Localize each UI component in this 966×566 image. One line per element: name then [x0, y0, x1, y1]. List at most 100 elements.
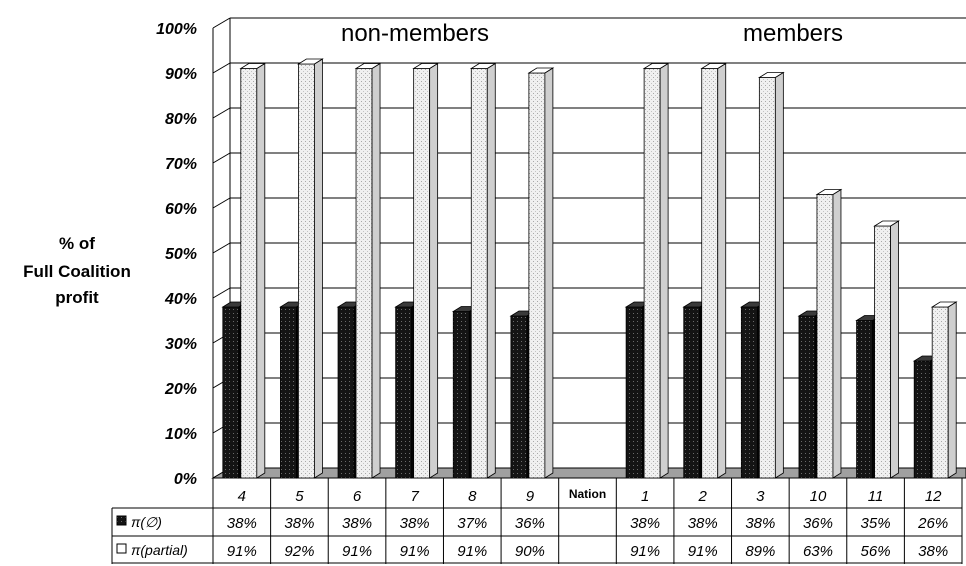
gridline-side [212, 197, 231, 209]
y-tick-label: 80% [165, 111, 197, 128]
data-label: 90% [515, 543, 545, 560]
data-label: 38% [400, 515, 430, 532]
data-label: 91% [227, 543, 257, 560]
bar-light-dotted-4-side [256, 62, 266, 479]
y-tick-label: 100% [156, 21, 197, 38]
data-label: 89% [745, 543, 775, 560]
bar-light-dotted-6-top [354, 63, 382, 69]
data-table: 4 5 6 7 8 9 Nation 1 2 3 10 11 12π(∅) 38% 38% 38% 38% 37%… [111, 478, 963, 564]
bar-dark-dotted-9 [510, 315, 528, 479]
bar-light-dotted-11-side [890, 220, 899, 479]
gridline-side [212, 107, 231, 119]
bar-light-dotted-3-side [774, 71, 784, 479]
category-label: 10 [810, 488, 827, 505]
legend-key-light-dotted [116, 543, 127, 554]
data-label: 26% [917, 515, 948, 532]
bar-light-dotted-6 [355, 68, 373, 479]
bar-light-dotted-11 [874, 225, 891, 479]
bar-light-dotted-7-top [412, 63, 440, 69]
bar-light-dotted-8-top [469, 63, 497, 69]
data-label: 38% [227, 515, 257, 532]
y-tick-label: 70% [165, 156, 197, 173]
gridline-side [212, 242, 231, 254]
bar-light-dotted-2-side [717, 62, 727, 479]
y-tick-label: 20% [164, 381, 197, 398]
y-tick-label: 50% [165, 246, 197, 263]
bar-dark-dotted-5 [280, 306, 297, 479]
bar-light-dotted-9 [528, 72, 546, 479]
bar-dark-dotted-4 [222, 306, 240, 479]
data-label: 38% [342, 515, 372, 532]
bar-light-dotted-3 [758, 77, 776, 479]
bar-light-dotted-1-side [659, 62, 669, 479]
bar-dark-dotted-8 [452, 311, 470, 479]
data-label: 63% [803, 543, 833, 560]
data-label: 38% [918, 543, 948, 560]
data-label: 91% [342, 543, 372, 560]
category-label: Nation [569, 487, 606, 501]
bar-light-dotted-12-top [930, 301, 958, 308]
data-label: 38% [688, 515, 718, 532]
bar-light-dotted-11-top [873, 220, 900, 227]
bar-light-dotted-10-side [832, 188, 842, 479]
bar-light-dotted-9-side [544, 67, 554, 479]
gridline-side [212, 17, 231, 29]
group-label-members: members [743, 20, 843, 47]
data-label: 38% [284, 515, 314, 532]
legend-label: π(∅) [131, 514, 162, 530]
bar-light-dotted-5-top [297, 58, 324, 65]
legend-label: π(partial) [131, 542, 188, 558]
data-label: 36% [515, 515, 545, 532]
bar-light-dotted-1 [643, 68, 661, 479]
y-tick-label: 0% [174, 471, 197, 488]
category-label: 7 [410, 488, 419, 505]
data-label: 92% [284, 543, 314, 560]
y-tick-label: 10% [165, 426, 197, 443]
data-label: 91% [457, 543, 487, 560]
bar-dark-dotted-3 [740, 306, 758, 479]
gridline-side [212, 62, 231, 74]
bar-light-dotted-4-top [239, 63, 267, 69]
category-label: 2 [698, 488, 708, 505]
bar-dark-dotted-7 [395, 306, 413, 479]
category-label: 3 [756, 488, 765, 505]
bar-light-dotted-2-top [700, 63, 728, 69]
category-label: 6 [353, 488, 362, 505]
gridlines [211, 17, 966, 479]
gridline-side [212, 287, 231, 299]
chart-floor [211, 467, 966, 479]
bars [221, 58, 958, 479]
data-label: 91% [688, 543, 718, 560]
data-label: 36% [803, 515, 833, 532]
data-label: 37% [457, 515, 487, 532]
bar-light-dotted-12 [931, 306, 949, 479]
bar-light-dotted-7 [413, 68, 431, 479]
y-axis-label: % of [59, 234, 95, 253]
y-tick-label: 60% [165, 201, 197, 218]
bar-light-dotted-9-top [527, 67, 555, 74]
bar-dark-dotted-1 [625, 306, 643, 479]
bar-light-dotted-3-top [757, 72, 785, 78]
data-label: 56% [861, 543, 891, 560]
bar-light-dotted-5 [298, 63, 315, 479]
legend-key-dark-dotted [116, 515, 127, 526]
bar-light-dotted-2 [701, 68, 719, 479]
category-label: 12 [925, 488, 942, 505]
bar-light-dotted-1-top [642, 63, 670, 69]
y-axis-label: Full Coalition [23, 262, 131, 281]
bar-dark-dotted-10 [798, 315, 816, 479]
bar-light-dotted-6-side [371, 62, 381, 479]
category-label: 5 [295, 488, 304, 505]
bar-light-dotted-12-side [947, 301, 957, 479]
group-label-non-members: non-members [341, 20, 489, 47]
gridline-side [212, 152, 231, 164]
bar-dark-dotted-2 [683, 306, 701, 479]
bar-light-dotted-4 [240, 68, 258, 479]
bar-light-dotted-5-side [314, 58, 323, 479]
category-label: 4 [238, 488, 246, 505]
category-label: 11 [868, 488, 884, 505]
y-tick-label: 40% [164, 291, 197, 308]
bar-light-dotted-10 [816, 194, 834, 479]
data-label: 35% [861, 515, 891, 532]
